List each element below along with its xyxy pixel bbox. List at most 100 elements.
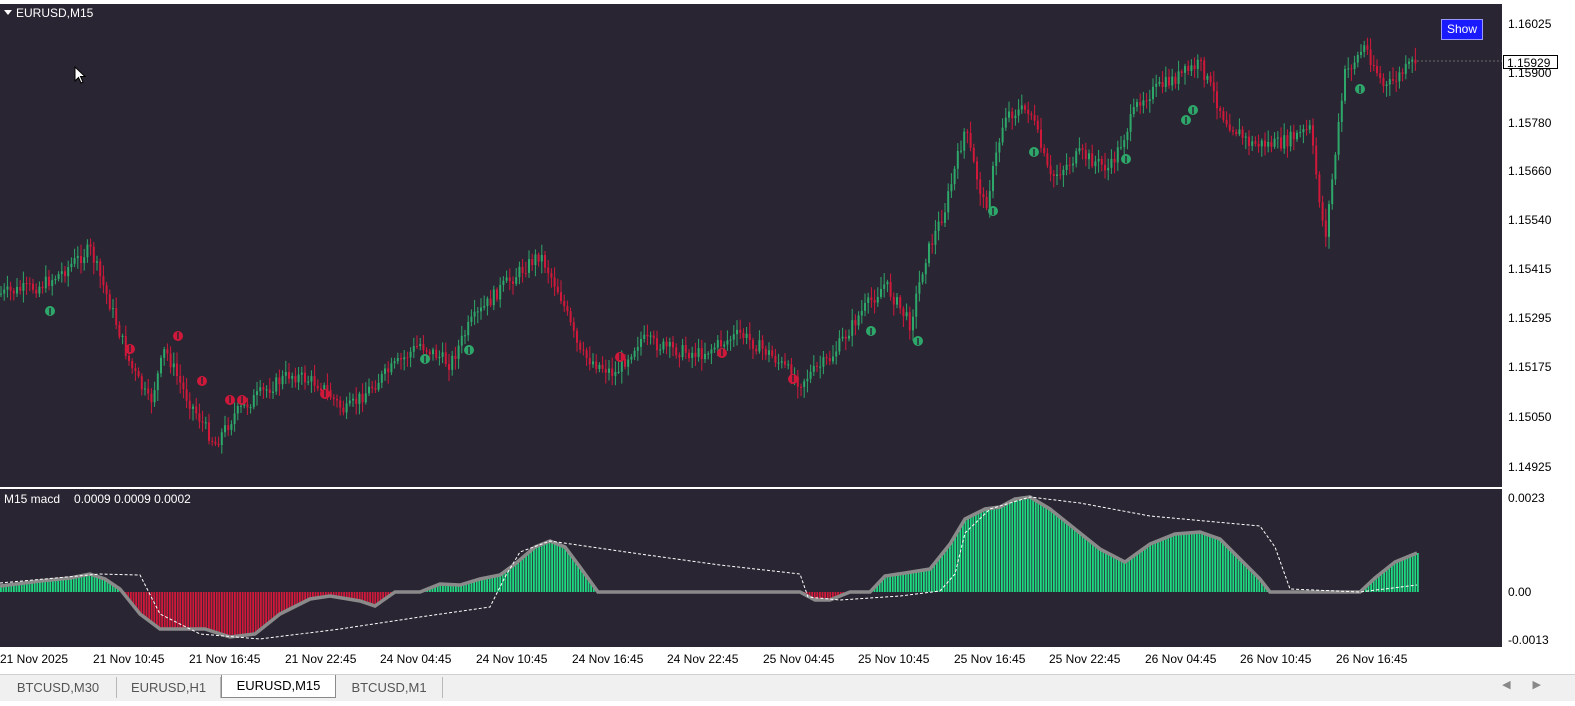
candle xyxy=(1132,98,1135,118)
candle xyxy=(825,353,828,365)
candle xyxy=(278,369,281,396)
macd-histogram-bar xyxy=(7,585,10,592)
candle xyxy=(195,397,198,420)
macd-histogram-bar xyxy=(314,592,317,599)
macd-histogram-bar xyxy=(556,543,559,592)
candle xyxy=(819,355,822,379)
candle xyxy=(1203,56,1206,88)
macd-histogram-bar xyxy=(85,574,88,592)
tab-eurusd-h1[interactable]: EURUSD,H1 xyxy=(117,677,221,698)
candle xyxy=(550,268,553,288)
candle xyxy=(1340,93,1343,133)
macd-histogram-bar xyxy=(1073,528,1076,592)
candle xyxy=(1244,132,1247,150)
candle xyxy=(566,300,569,316)
candle xyxy=(137,367,140,379)
candle xyxy=(857,311,860,330)
time-axis-label: 21 Nov 16:45 xyxy=(189,652,261,666)
macd-histogram-bar xyxy=(1011,500,1014,592)
candle xyxy=(483,295,486,311)
macd-histogram-bar xyxy=(876,585,878,592)
macd-histogram-bar xyxy=(1263,583,1266,592)
candle xyxy=(1177,60,1180,91)
candle xyxy=(1004,107,1007,132)
candle xyxy=(60,262,63,283)
macd-histogram-bar xyxy=(265,592,267,626)
macd-histogram-bar xyxy=(1235,554,1237,592)
macd-histogram-bar xyxy=(462,584,465,592)
macd-histogram-bar xyxy=(873,588,876,592)
macd-histogram-bar xyxy=(509,567,512,592)
candle xyxy=(1270,135,1273,153)
candle xyxy=(476,306,479,324)
macd-histogram-bar xyxy=(153,592,156,625)
macd-histogram-bar xyxy=(1107,552,1110,592)
chart-window[interactable]: EURUSD,M15 Show 1.16025 1.15900 1.15780 1.1… xyxy=(0,0,1575,674)
candle xyxy=(185,378,188,409)
candle xyxy=(684,336,687,360)
macd-histogram-bar xyxy=(512,566,514,592)
macd-histogram-bar xyxy=(431,587,434,592)
macd-histogram-bar xyxy=(161,592,163,629)
candle xyxy=(761,335,764,361)
candle xyxy=(1024,103,1026,114)
tab-btcusd-m30[interactable]: BTCUSD,M30 xyxy=(0,677,117,698)
time-axis-label: 21 Nov 2025 xyxy=(0,652,69,666)
candle xyxy=(1084,142,1087,167)
candle xyxy=(435,344,438,361)
macd-histogram-bar xyxy=(309,592,312,600)
macd-histogram-bar xyxy=(949,545,951,592)
scroll-right-icon[interactable]: ▶ xyxy=(1532,679,1563,691)
tab-btcusd-m1[interactable]: BTCUSD,M1 xyxy=(336,677,443,698)
candle xyxy=(275,373,278,395)
candle xyxy=(1257,134,1260,153)
macd-histogram-bar xyxy=(1240,559,1242,592)
candle xyxy=(227,417,230,436)
macd-histogram-bar xyxy=(20,583,23,592)
dropdown-triangle-icon[interactable] xyxy=(4,10,12,16)
macd-histogram-bar xyxy=(192,592,195,629)
buy-signal-icon xyxy=(988,206,998,216)
candlestick-chart xyxy=(0,37,1502,454)
macd-histogram-bar xyxy=(522,557,525,592)
macd-histogram-bar xyxy=(499,575,501,592)
candle xyxy=(1216,81,1218,120)
candle xyxy=(67,260,70,287)
candle xyxy=(147,378,150,401)
macd-histogram-bar xyxy=(1136,553,1138,592)
macd-histogram-bar xyxy=(1380,573,1383,592)
macd-panel[interactable] xyxy=(0,489,1502,647)
candle xyxy=(76,246,79,269)
candle xyxy=(598,362,601,373)
candle xyxy=(1196,54,1199,79)
show-button[interactable]: Show xyxy=(1441,19,1483,40)
macd-histogram-bar xyxy=(1258,577,1261,592)
macd-histogram-bar xyxy=(65,578,67,592)
candle xyxy=(361,383,364,412)
tab-eurusd-m15[interactable]: EURUSD,M15 xyxy=(221,675,336,698)
symbol-title[interactable]: EURUSD,M15 xyxy=(4,6,93,20)
candle xyxy=(1027,101,1030,124)
macd-histogram-bar xyxy=(26,582,28,592)
time-axis-label: 24 Nov 04:45 xyxy=(380,652,452,666)
macd-histogram-bar xyxy=(80,575,83,592)
candle xyxy=(659,343,662,356)
scroll-left-icon[interactable]: ◀ xyxy=(1502,679,1533,691)
macd-histogram-bar xyxy=(995,507,998,592)
macd-histogram-bar xyxy=(254,592,257,635)
macd-histogram-bar xyxy=(200,592,202,629)
macd-histogram-bar xyxy=(0,586,2,592)
macd-histogram-bar xyxy=(374,592,377,606)
candle xyxy=(940,210,943,226)
candle xyxy=(832,345,834,365)
price-chart-panel[interactable] xyxy=(0,4,1502,487)
sell-signal-icon xyxy=(788,374,798,384)
candle xyxy=(787,360,790,370)
macd-histogram-bar xyxy=(145,592,148,619)
candle xyxy=(348,392,351,407)
candle xyxy=(937,211,940,241)
macd-histogram-bar xyxy=(267,592,270,624)
macd-histogram-bar xyxy=(379,592,382,603)
macd-histogram-bar xyxy=(975,514,977,592)
candle xyxy=(1046,148,1049,169)
